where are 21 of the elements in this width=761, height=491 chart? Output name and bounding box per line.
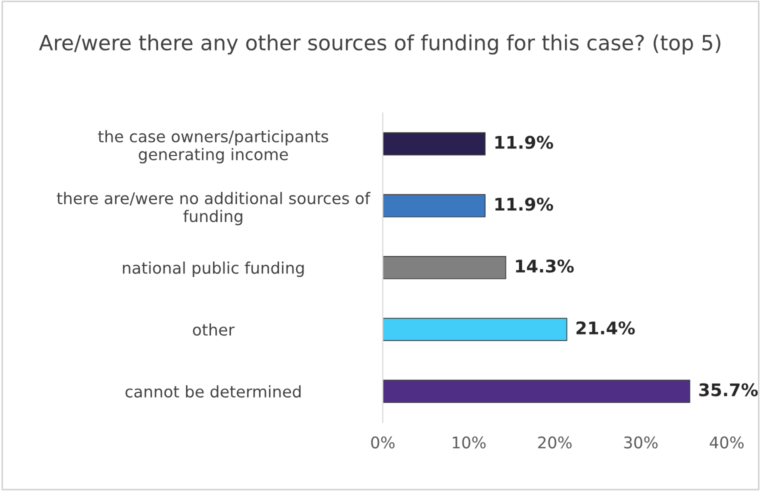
chart-title: Are/were there any other sources of funding for this case? (top 5) bbox=[39, 34, 720, 55]
bar bbox=[382, 132, 486, 156]
y-tick-label: national public funding bbox=[122, 262, 304, 277]
bar bbox=[382, 256, 506, 280]
data-label: 14.3% bbox=[516, 260, 574, 273]
x-tick-label: 0% bbox=[371, 436, 395, 449]
data-label: 21.4% bbox=[576, 321, 635, 334]
data-label: 35.7% bbox=[699, 383, 758, 396]
data-label: 11.9% bbox=[495, 136, 554, 149]
y-tick-label: other bbox=[192, 323, 235, 336]
data-label: 11.9% bbox=[495, 198, 554, 211]
bar bbox=[382, 318, 568, 342]
bar bbox=[382, 194, 486, 218]
y-tick-label: the case owners/participants generating income bbox=[98, 130, 328, 164]
x-tick-label: 30% bbox=[624, 436, 658, 449]
bar bbox=[382, 380, 690, 403]
x-tick-label: 40% bbox=[710, 436, 744, 449]
y-tick-label: there are/were no additional sources of funding bbox=[56, 192, 371, 226]
x-tick-label: 20% bbox=[538, 436, 572, 449]
x-tick-label: 10% bbox=[452, 436, 486, 449]
y-tick-label: cannot be determined bbox=[126, 385, 301, 398]
